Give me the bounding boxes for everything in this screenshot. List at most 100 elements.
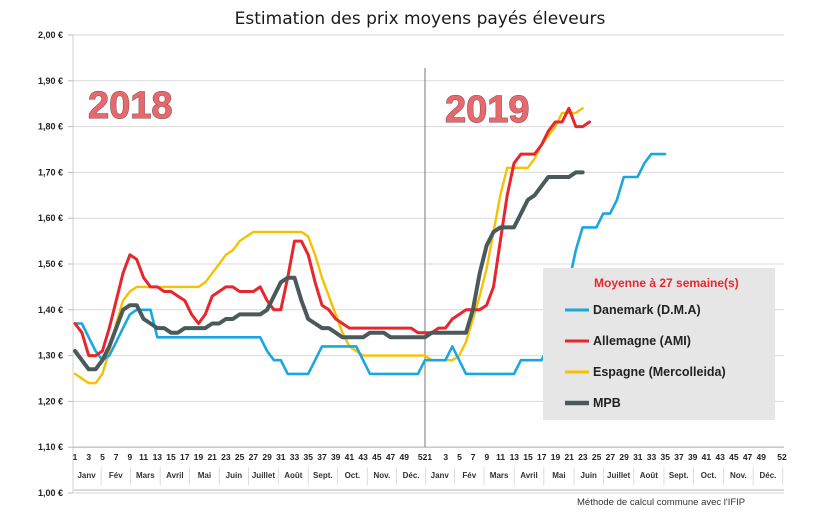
x-tick-label: 15 — [523, 452, 533, 462]
x-tick-label: 33 — [290, 452, 300, 462]
month-label: Août — [640, 471, 659, 480]
month-label: Sept. — [669, 471, 689, 480]
x-tick-label: 37 — [674, 452, 684, 462]
x-tick-label: 31 — [276, 452, 286, 462]
month-label: Déc. — [403, 471, 420, 480]
x-tick-label: 29 — [619, 452, 629, 462]
x-tick-label: 31 — [633, 452, 643, 462]
month-label: Fév — [462, 471, 476, 480]
month-label: Janv — [77, 471, 96, 480]
month-label: Oct. — [701, 471, 717, 480]
x-tick-label: 3 — [443, 452, 448, 462]
x-tick-label: 3 — [86, 452, 91, 462]
x-tick-label: 15 — [166, 452, 176, 462]
x-tick-label: 27 — [606, 452, 616, 462]
x-tick-label: 521 — [418, 452, 432, 462]
x-tick-label: 25 — [235, 452, 245, 462]
month-label: Mars — [490, 471, 509, 480]
month-label: Oct. — [345, 471, 361, 480]
chart-title: Estimation des prix moyens payés éleveur… — [235, 9, 606, 29]
x-tick-label: 39 — [688, 452, 698, 462]
month-label: Nov. — [374, 471, 391, 480]
year-label-2019: 2019 — [445, 89, 530, 131]
x-tick-label: 13 — [153, 452, 163, 462]
y-tick-label: 1,10 € — [38, 442, 63, 452]
y-tick-label: 2,00 € — [38, 30, 63, 40]
x-tick-label: 21 — [207, 452, 217, 462]
x-tick-label: 27 — [249, 452, 259, 462]
y-tick-label: 1,90 € — [38, 76, 63, 86]
y-tick-label: 1,80 € — [38, 122, 63, 132]
month-label: Août — [284, 471, 303, 480]
month-label: Mai — [198, 471, 211, 480]
x-tick-label: 23 — [578, 452, 588, 462]
legend-title: Moyenne à 27 semaine(s) — [594, 276, 739, 290]
x-tick-label: 21 — [564, 452, 574, 462]
month-label: Janv — [431, 471, 450, 480]
y-tick-label: 1,60 € — [38, 213, 63, 223]
month-label: Avril — [166, 471, 184, 480]
x-tick-label: 13 — [510, 452, 520, 462]
x-tick-label: 49 — [400, 452, 410, 462]
month-label: Avril — [520, 471, 538, 480]
month-label: Juillet — [607, 471, 630, 480]
x-tick-label: 37 — [317, 452, 327, 462]
x-tick-label: 47 — [386, 452, 396, 462]
legend-label: Espagne (Mercolleida) — [593, 365, 726, 379]
series-line-allemagne — [73, 106, 591, 358]
x-tick-label: 39 — [331, 452, 341, 462]
month-label: Juin — [226, 471, 243, 480]
x-tick-label: 9 — [128, 452, 133, 462]
y-tick-label: 1,30 € — [38, 351, 63, 361]
y-tick-label: 1,70 € — [38, 167, 63, 177]
x-tick-label: 9 — [485, 452, 490, 462]
series-line-espagne — [73, 107, 584, 385]
x-tick-label: 52 — [777, 452, 787, 462]
x-tick-label: 25 — [592, 452, 602, 462]
year-label-2018: 2018 — [88, 85, 173, 127]
x-tick-label: 43 — [358, 452, 368, 462]
footnote: Méthode de calcul commune avec l'IFIP — [577, 497, 745, 508]
y-tick-label: 1,40 € — [38, 305, 63, 315]
legend-label: Allemagne (AMI) — [593, 334, 691, 348]
legend-label: Danemark (D.M.A) — [593, 303, 701, 317]
legend-box — [543, 268, 775, 420]
x-tick-label: 17 — [180, 452, 190, 462]
month-label: Mai — [552, 471, 565, 480]
x-tick-label: 45 — [729, 452, 739, 462]
x-tick-label: 5 — [100, 452, 105, 462]
y-tick-label: 1,50 € — [38, 259, 63, 269]
x-tick-label: 7 — [471, 452, 476, 462]
x-tick-label: 23 — [221, 452, 231, 462]
x-tick-label: 29 — [262, 452, 272, 462]
month-label: Mars — [136, 471, 155, 480]
x-tick-label: 49 — [757, 452, 767, 462]
x-tick-label: 11 — [139, 452, 148, 462]
legend: Moyenne à 27 semaine(s) Danemark (D.M.A)… — [543, 268, 775, 420]
x-tick-label: 33 — [647, 452, 657, 462]
x-tick-label: 1 — [73, 452, 78, 462]
x-tick-label: 17 — [537, 452, 547, 462]
x-tick-label: 45 — [372, 452, 382, 462]
month-label: Sept. — [313, 471, 333, 480]
x-tick-label: 41 — [345, 452, 355, 462]
x-tick-label: 43 — [715, 452, 725, 462]
x-tick-label: 19 — [551, 452, 561, 462]
x-tick-label: 11 — [496, 452, 505, 462]
x-tick-label: 19 — [194, 452, 204, 462]
month-label: Déc. — [759, 471, 776, 480]
gridlines — [72, 34, 784, 494]
month-label: Juillet — [252, 471, 275, 480]
series-line-mpb — [73, 170, 585, 372]
x-tick-label: 7 — [114, 452, 119, 462]
x-tick-label: 5 — [457, 452, 462, 462]
x-tick-label: 47 — [743, 452, 753, 462]
x-tick-label: 41 — [702, 452, 712, 462]
legend-label: MPB — [593, 396, 621, 410]
x-tick-label: 35 — [661, 452, 671, 462]
y-tick-label: 1,20 € — [38, 396, 63, 406]
x-tick-label: 35 — [304, 452, 314, 462]
y-axis-ticks: 1,00 € 1,10 € 1,20 € 1,30 € 1,40 € 1,50 € 1,60… — [38, 30, 73, 498]
y-tick-label: 1,00 € — [38, 488, 63, 498]
